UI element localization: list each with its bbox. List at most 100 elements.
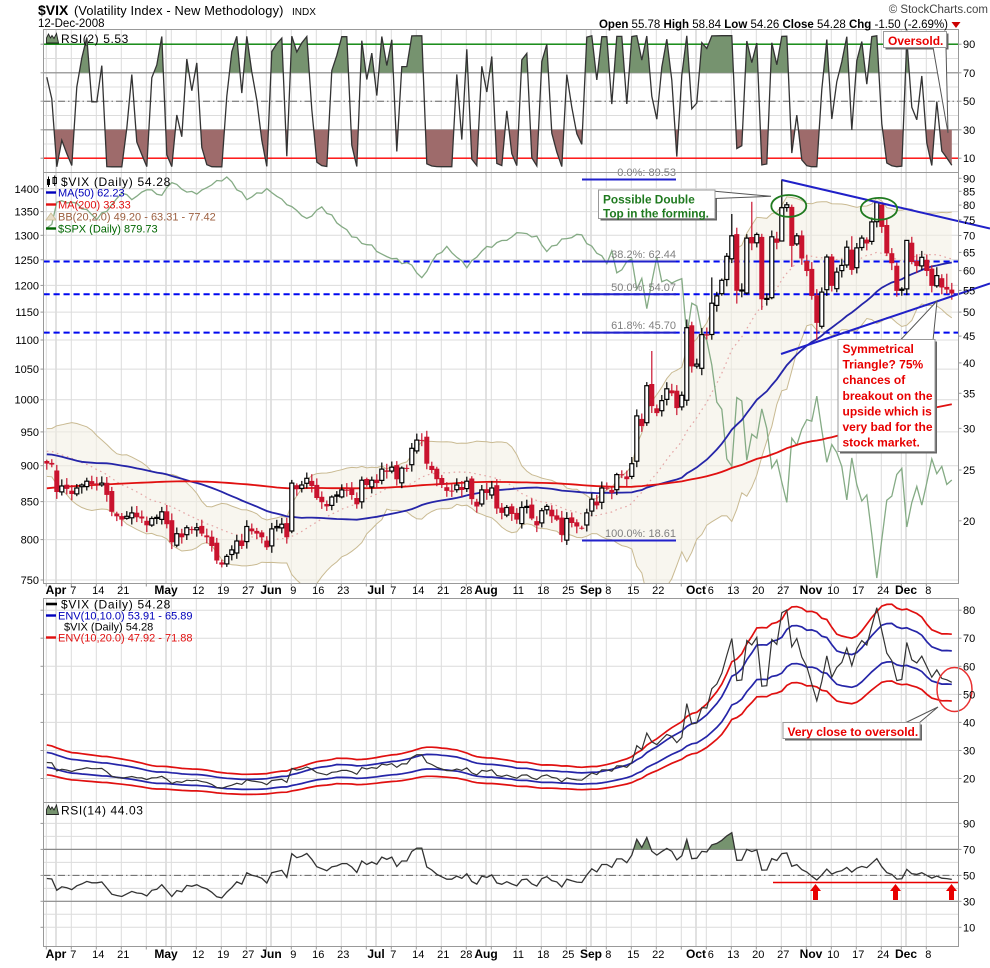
svg-text:stock market.: stock market. (843, 436, 920, 450)
svg-text:13: 13 (727, 949, 739, 961)
svg-text:15: 15 (627, 585, 639, 597)
svg-text:Open 55.78 High 58.84 Low 54.2: Open 55.78 High 58.84 Low 54.26 Close 54… (599, 19, 948, 31)
svg-text:65: 65 (963, 247, 975, 259)
svg-text:Very close to oversold.: Very close to oversold. (788, 725, 919, 739)
svg-text:9: 9 (290, 949, 296, 961)
svg-text:1200: 1200 (15, 280, 39, 292)
svg-text:Dec: Dec (895, 583, 917, 597)
svg-text:BB(20,2.0) 49.20 - 63.31 - 77.: BB(20,2.0) 49.20 - 63.31 - 77.42 (58, 212, 216, 224)
svg-text:70: 70 (963, 844, 975, 856)
svg-text:1250: 1250 (15, 255, 39, 267)
svg-text:21: 21 (437, 585, 449, 597)
svg-text:100.0%: 18.61: 100.0%: 18.61 (605, 528, 676, 540)
svg-text:Oct: Oct (686, 583, 706, 597)
svg-text:RSI(2) 5.53: RSI(2) 5.53 (61, 32, 129, 46)
svg-text:80: 80 (963, 200, 975, 212)
svg-text:800: 800 (21, 535, 39, 547)
svg-text:18: 18 (537, 949, 549, 961)
svg-text:breakout on the: breakout on the (843, 389, 933, 403)
svg-text:70: 70 (963, 68, 975, 80)
svg-text:chances of: chances of (843, 373, 907, 387)
svg-text:8: 8 (605, 585, 611, 597)
svg-text:ENV(10,20.0) 47.92 - 71.88: ENV(10,20.0) 47.92 - 71.88 (58, 633, 193, 645)
svg-text:50: 50 (963, 870, 975, 882)
svg-text:12: 12 (192, 585, 204, 597)
svg-text:Oversold.: Oversold. (888, 34, 943, 48)
svg-text:27: 27 (242, 949, 254, 961)
svg-text:19: 19 (217, 949, 229, 961)
svg-text:21: 21 (437, 949, 449, 961)
svg-text:8: 8 (605, 949, 611, 961)
svg-text:$VIX (Daily) 54.28: $VIX (Daily) 54.28 (61, 598, 171, 612)
svg-text:RSI(14) 44.03: RSI(14) 44.03 (61, 804, 144, 818)
svg-text:© StockCharts.com: © StockCharts.com (889, 4, 988, 16)
svg-text:Jun: Jun (260, 583, 281, 597)
svg-text:Jul: Jul (367, 947, 384, 961)
svg-text:12-Dec-2008: 12-Dec-2008 (38, 18, 104, 30)
svg-text:20: 20 (963, 774, 975, 786)
svg-text:1350: 1350 (15, 207, 39, 219)
svg-text:8: 8 (925, 585, 931, 597)
svg-text:1150: 1150 (15, 307, 39, 319)
svg-text:90: 90 (963, 39, 975, 51)
svg-text:Sep: Sep (580, 583, 602, 597)
svg-text:7: 7 (70, 949, 76, 961)
svg-text:19: 19 (217, 585, 229, 597)
svg-text:27: 27 (777, 585, 789, 597)
svg-text:Triangle? 75%: Triangle? 75% (843, 358, 924, 372)
svg-text:8: 8 (925, 949, 931, 961)
svg-text:13: 13 (727, 585, 739, 597)
svg-text:45: 45 (963, 331, 975, 343)
svg-text:35: 35 (963, 388, 975, 400)
svg-text:11: 11 (513, 585, 524, 597)
svg-text:1100: 1100 (15, 335, 39, 347)
svg-text:50: 50 (963, 689, 975, 701)
svg-text:INDX: INDX (292, 7, 316, 18)
svg-text:20: 20 (752, 585, 764, 597)
svg-text:very bad for the: very bad for the (843, 420, 933, 434)
svg-text:12: 12 (192, 949, 204, 961)
svg-text:850: 850 (21, 497, 39, 509)
svg-text:14: 14 (412, 949, 424, 961)
svg-text:10: 10 (963, 153, 975, 165)
svg-text:Top in the forming.: Top in the forming. (603, 206, 709, 220)
svg-text:50.0%: 54.07: 50.0%: 54.07 (611, 282, 676, 294)
svg-text:28: 28 (460, 585, 472, 597)
svg-text:24: 24 (877, 949, 889, 961)
svg-text:Nov: Nov (800, 583, 823, 597)
svg-text:25: 25 (562, 949, 574, 961)
svg-text:70: 70 (963, 633, 975, 645)
svg-text:90: 90 (963, 173, 975, 185)
svg-text:18: 18 (537, 585, 549, 597)
svg-text:Aug: Aug (474, 947, 497, 961)
svg-text:21: 21 (117, 585, 129, 597)
svg-text:28: 28 (460, 949, 472, 961)
svg-text:10: 10 (827, 585, 839, 597)
svg-text:90: 90 (963, 818, 975, 830)
svg-text:MA(50) 62.23: MA(50) 62.23 (58, 188, 125, 200)
svg-text:14: 14 (92, 585, 104, 597)
svg-text:Sep: Sep (580, 947, 602, 961)
svg-text:85: 85 (963, 186, 975, 198)
svg-text:Oct: Oct (686, 947, 706, 961)
svg-text:17: 17 (852, 949, 864, 961)
svg-text:21: 21 (117, 949, 129, 961)
svg-text:16: 16 (312, 949, 324, 961)
svg-text:40: 40 (963, 358, 975, 370)
svg-text:May: May (154, 947, 178, 961)
svg-text:900: 900 (21, 461, 39, 473)
svg-text:Jul: Jul (367, 583, 384, 597)
svg-text:Symmetrical: Symmetrical (843, 342, 914, 356)
svg-text:38.2%: 62.44: 38.2%: 62.44 (611, 249, 676, 261)
svg-text:7: 7 (390, 949, 396, 961)
svg-text:upside which is: upside which is (843, 404, 933, 418)
svg-text:1400: 1400 (15, 184, 39, 196)
svg-text:25: 25 (963, 465, 975, 477)
svg-text:50: 50 (963, 96, 975, 108)
svg-text:80: 80 (963, 605, 975, 617)
svg-text:7: 7 (70, 585, 76, 597)
svg-text:Possible Double: Possible Double (603, 192, 695, 206)
svg-text:61.8%: 45.70: 61.8%: 45.70 (611, 320, 676, 332)
svg-text:55: 55 (963, 285, 975, 297)
svg-text:75: 75 (963, 215, 975, 227)
